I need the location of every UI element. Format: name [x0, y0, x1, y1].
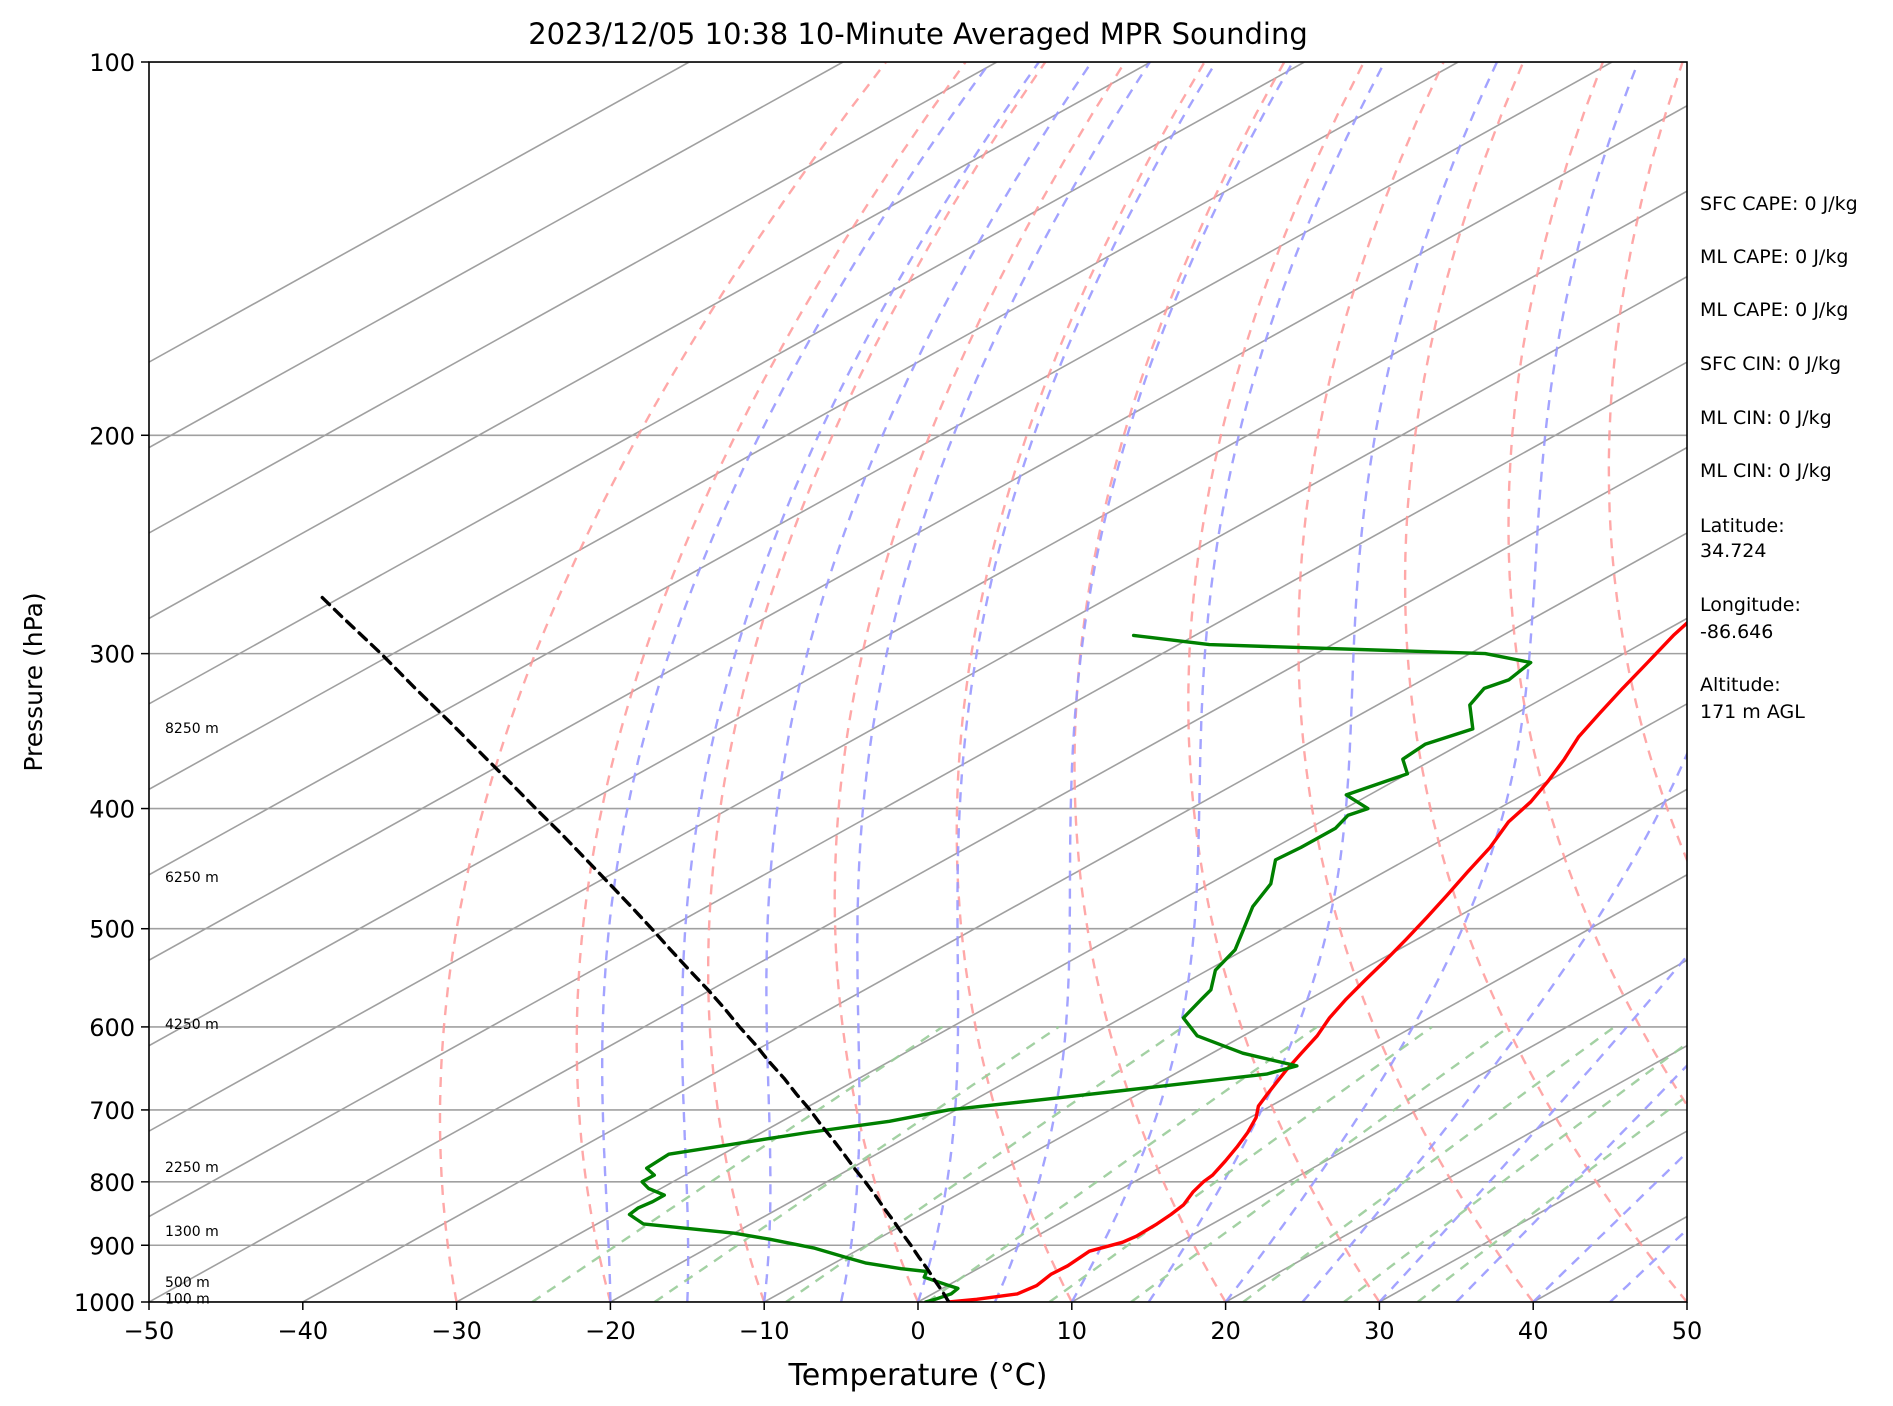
info-longitude-label: Longitude:	[1700, 594, 1801, 616]
y-tick-label: 800	[89, 1169, 135, 1197]
background-lines	[149, 62, 1687, 1302]
y-tick-label: 900	[89, 1232, 135, 1260]
y-tick-label: 400	[89, 796, 135, 824]
y-tick-label: 600	[89, 1014, 135, 1042]
height-label: 2250 m	[165, 1160, 219, 1176]
moist-adiabat-line	[1224, 62, 1640, 1302]
height-label: 500 m	[165, 1275, 210, 1291]
isotherm-line	[149, 62, 844, 449]
y-axis-label: Pressure (hPa)	[19, 592, 48, 771]
axes: −50 −40 −30 −20 −10 0 10 20 30 40 50 100 200 300 400 50…	[74, 49, 1702, 1345]
dry-adiabat-line	[1297, 62, 1535, 1302]
mixing-ratio-line	[1343, 1041, 1687, 1302]
isotherm-line	[149, 104, 1687, 962]
x-tick-label: 50	[1672, 1317, 1703, 1345]
x-tick-label: −50	[124, 1317, 175, 1345]
dry-adiabat-line	[1507, 62, 1687, 1108]
info-longitude-value: -86.646	[1700, 621, 1773, 643]
x-axis-label: Temperature (°C)	[788, 1358, 1048, 1393]
info-altitude-label: Altitude:	[1700, 674, 1781, 696]
isotherm-line	[149, 62, 998, 534]
moist-adiabat-line	[601, 62, 992, 1302]
height-label: 1300 m	[165, 1224, 219, 1240]
mixing-ratio-line	[1242, 1025, 1616, 1302]
dewpoint-line	[627, 633, 1533, 1302]
isotherm-line	[149, 62, 690, 364]
y-tick-label: 500	[89, 916, 135, 944]
isotherm-line	[1071, 959, 1687, 1302]
mixing-ratio-line	[653, 1025, 1060, 1302]
height-label: 4250 m	[165, 1017, 219, 1033]
info-ml-cape: ML CAPE: 0 J/kg	[1700, 246, 1848, 268]
y-tick-label: 700	[89, 1097, 135, 1125]
moist-adiabat-line	[1070, 62, 1386, 1302]
x-tick-label: −10	[739, 1317, 790, 1345]
isotherm-line	[149, 446, 1687, 1302]
info-sfc-cin: SFC CIN: 0 J/kg	[1700, 353, 1841, 375]
moist-adiabat-line	[680, 62, 1040, 1302]
y-tick-label: 100	[89, 49, 135, 77]
isotherm-line	[149, 361, 1687, 1218]
info-sfc-cape: SFC CAPE: 0 J/kg	[1700, 193, 1858, 215]
moist-adiabat-line	[916, 62, 1218, 1302]
mixing-ratio-line	[926, 1025, 1318, 1302]
info-ml-cin-2: ML CIN: 0 J/kg	[1700, 460, 1832, 482]
height-label: 6250 m	[165, 870, 219, 886]
x-tick-label: −40	[277, 1317, 328, 1345]
y-tick-label: 1000	[74, 1289, 135, 1317]
y-tick-label: 300	[89, 641, 135, 669]
x-tick-label: 20	[1210, 1317, 1241, 1345]
sounding-traces	[319, 595, 1687, 1302]
moist-adiabat-line	[1147, 62, 1499, 1302]
dry-adiabat-line	[575, 62, 967, 1302]
moist-adiabat-line	[839, 62, 1151, 1302]
chart-title: 2023/12/05 10:38 10-Minute Averaged MPR …	[528, 17, 1308, 51]
info-latitude-value: 34.724	[1700, 540, 1766, 562]
isotherm-line	[763, 788, 1687, 1302]
info-latitude-label: Latitude:	[1700, 515, 1785, 537]
isotherm-line	[149, 190, 1687, 1047]
isotherm-line	[149, 62, 1305, 705]
info-altitude-value: 171 m AGL	[1700, 701, 1805, 723]
x-tick-label: 30	[1364, 1317, 1395, 1345]
isotherm-line	[456, 617, 1687, 1302]
y-tick-label: 200	[89, 422, 135, 450]
mixing-ratio-line	[531, 1025, 944, 1302]
dry-adiabat-line	[707, 62, 1047, 1302]
mixing-ratio-line	[1416, 1094, 1687, 1302]
isotherm-line	[610, 702, 1687, 1302]
dry-adiabat-line	[1403, 62, 1687, 1302]
mixing-ratio-line	[1048, 1025, 1433, 1302]
mixing-ratio-line	[1130, 1025, 1510, 1302]
isotherm-line	[149, 62, 1459, 791]
parcel-profile-line	[319, 595, 951, 1302]
dry-adiabat-line	[955, 62, 1206, 1302]
height-label: 100 m	[165, 1291, 210, 1307]
dry-adiabat-line	[1073, 62, 1286, 1302]
temperature-line	[947, 620, 1687, 1302]
isotherm-line	[302, 532, 1687, 1302]
mixing-ratio-line	[785, 1025, 1184, 1302]
x-tick-label: 40	[1518, 1317, 1549, 1345]
info-panel: SFC CAPE: 0 J/kg ML CAPE: 0 J/kg ML CAPE…	[1700, 193, 1858, 723]
dry-adiabat-line	[833, 62, 1126, 1302]
dry-adiabat-line	[1187, 62, 1381, 1302]
info-ml-cin: ML CIN: 0 J/kg	[1700, 407, 1832, 429]
x-tick-label: 0	[910, 1317, 925, 1345]
x-tick-label: −30	[431, 1317, 482, 1345]
moist-adiabat-line	[993, 62, 1294, 1302]
height-label: 8250 m	[165, 721, 219, 737]
x-tick-label: −20	[585, 1317, 636, 1345]
info-ml-cape-2: ML CAPE: 0 J/kg	[1700, 299, 1848, 321]
moist-adiabat-line	[1301, 751, 1687, 1302]
isotherm-line	[917, 873, 1687, 1302]
isotherm-line	[149, 62, 1613, 876]
isotherm-line	[149, 62, 1151, 620]
isotherm-line	[149, 275, 1687, 1133]
x-tick-label: 10	[1057, 1317, 1088, 1345]
isotherm-line	[1225, 1044, 1687, 1302]
